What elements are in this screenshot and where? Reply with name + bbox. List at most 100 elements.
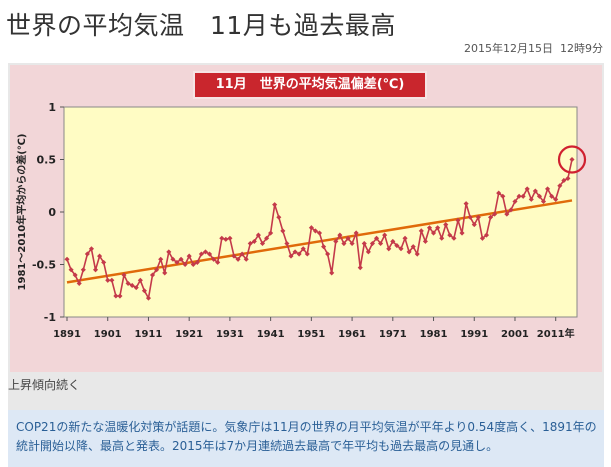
y-tick-label: 1	[48, 101, 56, 114]
data-point	[337, 232, 343, 238]
data-point	[316, 230, 323, 236]
x-tick-label: 2001	[501, 329, 529, 340]
data-point	[133, 285, 139, 291]
data-point	[235, 256, 241, 262]
data-point	[231, 253, 237, 259]
x-tick-label: 1961	[338, 329, 366, 340]
data-point	[492, 211, 498, 217]
data-point	[154, 267, 160, 273]
data-point	[361, 240, 367, 247]
data-point	[206, 251, 213, 257]
data-point	[211, 256, 217, 262]
data-point	[145, 295, 152, 301]
data-point	[325, 251, 331, 257]
data-point	[426, 225, 433, 231]
figure-caption: 上昇傾向続く	[8, 378, 81, 392]
x-tick-label: 1951	[297, 329, 325, 340]
x-tick-label: 2011年	[537, 327, 575, 340]
data-point	[202, 249, 209, 255]
data-point	[72, 272, 78, 278]
data-point	[288, 253, 294, 259]
y-tick-label: 0.5	[37, 154, 57, 167]
data-point	[80, 267, 86, 273]
article-date: 2015年12月15日	[464, 42, 553, 55]
data-point	[394, 243, 400, 249]
data-point	[447, 232, 453, 238]
data-point	[378, 240, 384, 247]
figure-frame: 1 0.5 0 -0.5 -1 1891 1901 1911 1921 1931 1941 1951 1…	[8, 63, 604, 438]
data-point	[149, 272, 156, 278]
data-point	[390, 238, 396, 244]
data-point	[158, 256, 164, 262]
data-point	[483, 232, 490, 238]
data-point	[467, 214, 473, 220]
data-point	[292, 249, 298, 255]
y-tick-label: -1	[44, 311, 56, 324]
data-point	[520, 193, 526, 199]
article-time: 12時9分	[560, 42, 603, 55]
data-point	[329, 270, 335, 276]
data-point	[92, 267, 99, 273]
article-dateline: 2015年12月15日 12時9分	[464, 40, 603, 56]
data-point	[374, 235, 380, 241]
data-point	[272, 202, 278, 208]
data-point	[198, 251, 204, 257]
y-tick-label: -0.5	[32, 259, 56, 272]
data-point	[504, 211, 510, 217]
data-point	[308, 225, 314, 231]
summary-text: COP21の新たな温暖化対策が話題に。気象庁は11月の世界の月平均気温が平年より…	[16, 420, 597, 453]
data-point	[170, 256, 176, 262]
summary-box: COP21の新たな温暖化対策が話題に。気象庁は11月の世界の月平均気温が平年より…	[8, 410, 604, 467]
x-tick-label: 1921	[175, 329, 203, 340]
data-point	[243, 256, 249, 262]
x-tick-label: 1971	[379, 329, 407, 340]
data-point	[406, 249, 412, 255]
data-point	[321, 244, 327, 250]
data-point	[398, 246, 404, 252]
data-point	[68, 267, 74, 273]
data-point	[471, 222, 477, 228]
y-tick-label: 0	[48, 206, 56, 219]
chart-panel: 1 0.5 0 -0.5 -1 1891 1901 1911 1921 1931 1941 1951 1…	[10, 65, 602, 372]
article-headline: 世界の平均気温 11月も過去最高	[6, 11, 396, 40]
x-tick-label: 1981	[420, 329, 448, 340]
data-point	[455, 217, 461, 223]
data-point	[121, 272, 127, 278]
data-point	[386, 246, 392, 252]
highlight-circle	[557, 145, 587, 174]
data-point	[219, 235, 225, 241]
x-tick-label: 1941	[257, 329, 285, 340]
data-point	[353, 230, 359, 236]
data-point	[382, 232, 388, 238]
data-point	[496, 190, 502, 196]
data-point	[84, 251, 90, 257]
data-point	[109, 277, 115, 283]
data-point	[141, 288, 147, 294]
data-point	[101, 259, 107, 265]
data-point	[239, 251, 245, 257]
data-point	[443, 222, 449, 228]
chart-title: 11月 世界の平均気温偏差(℃)	[193, 71, 427, 99]
x-tick-label: 1891	[53, 329, 81, 340]
data-point	[186, 253, 192, 259]
temperature-chart: 1 0.5 0 -0.5 -1 1891 1901 1911 1921 1931 1941 1951 1…	[15, 101, 587, 340]
data-point	[345, 235, 351, 241]
data-point	[268, 230, 274, 236]
data-point	[459, 230, 465, 236]
x-tick-label: 1931	[216, 329, 244, 340]
data-point	[259, 240, 266, 247]
data-point	[296, 251, 302, 257]
data-point	[418, 228, 424, 234]
plot-area	[63, 106, 578, 318]
x-tick-label: 1991	[460, 329, 488, 340]
data-point	[500, 193, 506, 199]
data-point	[247, 240, 253, 247]
data-point	[439, 235, 445, 241]
x-tick-label: 1901	[94, 329, 122, 340]
trend-line	[66, 199, 573, 284]
data-point	[369, 240, 375, 247]
data-point	[255, 232, 261, 238]
data-point	[129, 282, 135, 289]
data-point	[166, 249, 172, 255]
data-point	[402, 235, 408, 241]
